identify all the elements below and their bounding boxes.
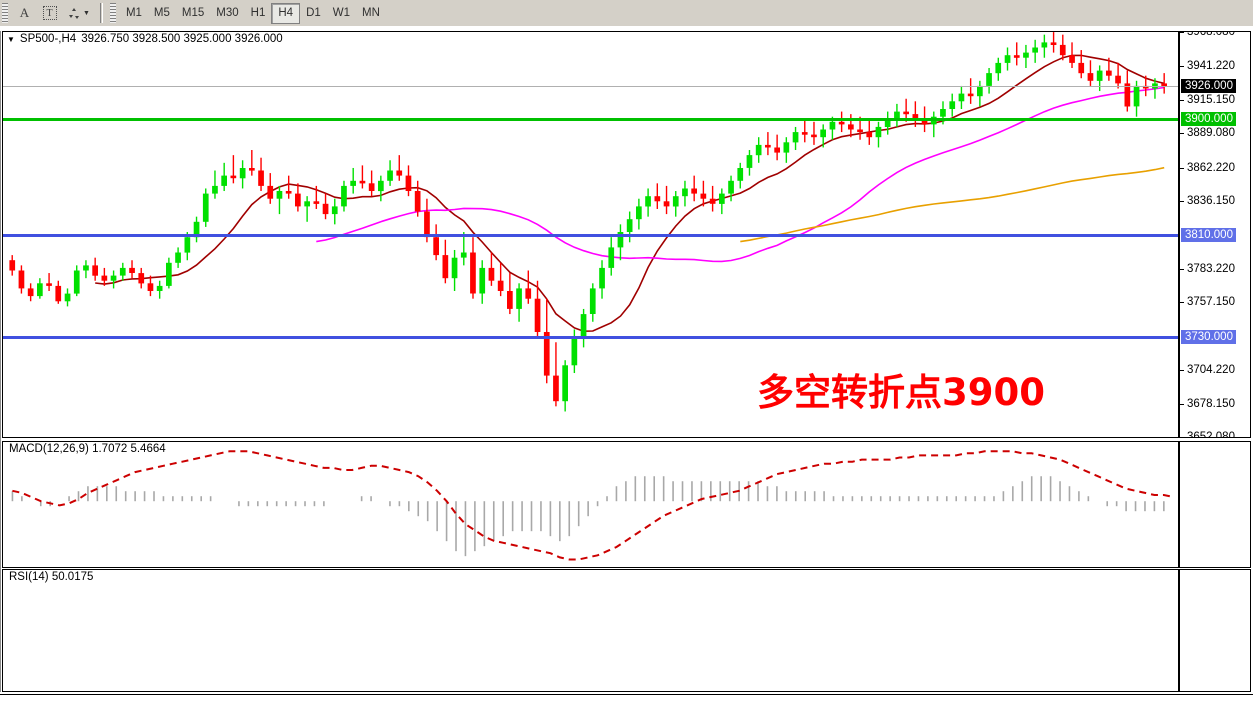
text-tool-label: A (19, 5, 30, 20)
macd-signal-line (12, 450, 1174, 561)
price-tick: 3678.150 (1180, 398, 1235, 410)
price-tick: 3862.220 (1180, 162, 1235, 174)
chart-annotation: 多空转折点3900 (757, 371, 1045, 414)
macd-axis[interactable] (1178, 442, 1250, 567)
rsi-plot-area[interactable] (3, 570, 1178, 691)
timeframe-m15[interactable]: M15 (181, 7, 205, 19)
level-line-3900 (3, 118, 1178, 122)
price-tick: 3941.220 (1180, 60, 1235, 72)
ma-line-1 (316, 86, 1165, 263)
candlestick-series (9, 32, 1167, 412)
level-chip-0: 3900.000 (1181, 112, 1236, 127)
price-tick: 3836.150 (1180, 195, 1235, 207)
macd-series (11, 450, 1174, 561)
current-price-line (3, 85, 1178, 87)
level-chip-1: 3810.000 (1181, 227, 1236, 242)
macd-panel[interactable]: MACD(12,26,9) 1.7072 5.4664 (2, 441, 1251, 568)
price-tick: 3915.150 (1180, 94, 1235, 106)
chart-left-edge (0, 31, 2, 692)
price-tick: 3652.080 (1180, 431, 1235, 437)
timeframe-grip[interactable] (109, 3, 116, 23)
timeframe-m1[interactable]: M1 (125, 7, 142, 19)
price-chart-panel[interactable]: ▼ SP500-,H4 3926.750 3928.500 3925.000 3… (2, 31, 1251, 438)
toolbar: A T ▼ M1 M5 M15 M30 H1 H4 D1 W1 MN (0, 0, 1253, 27)
price-tick: 3889.080 (1180, 127, 1235, 139)
macd-label: MACD(12,26,9) 1.7072 5.4664 (7, 443, 168, 455)
toolbar-grip[interactable] (2, 3, 8, 23)
timeframe-mn[interactable]: MN (362, 7, 380, 19)
toolbar-divider (99, 3, 103, 23)
timeframe-h1[interactable]: H1 (250, 7, 266, 19)
rsi-panel[interactable]: RSI(14) 50.0175 (2, 569, 1251, 692)
timeframe-h4[interactable]: H4 (271, 2, 301, 24)
shapes-dropdown-button[interactable]: ▼ (63, 2, 93, 25)
price-plot-area[interactable] (3, 32, 1178, 437)
level-line-3810 (3, 233, 1178, 237)
timeframe-d1[interactable]: D1 (306, 7, 321, 19)
text-box-icon: T (42, 6, 57, 20)
text-tool-button[interactable]: A (13, 2, 36, 25)
rsi-label: RSI(14) 50.0175 (7, 571, 96, 583)
chevron-down-icon: ▼ (83, 9, 90, 17)
text-box-tool-button[interactable]: T (38, 2, 61, 25)
price-tick: 3757.150 (1180, 296, 1235, 308)
ohlc-values: 3926.750 3928.500 3925.000 3926.000 (81, 33, 283, 45)
price-tick: 3783.220 (1180, 263, 1235, 275)
level-chip-2: 3730.000 (1181, 330, 1236, 345)
price-axis[interactable]: 3968.080 3941.220 3915.150 3889.080 3862.220… (1178, 32, 1250, 437)
rsi-axis[interactable] (1178, 570, 1250, 691)
price-tick: 3968.080 (1180, 32, 1235, 38)
price-tick: 3704.220 (1180, 364, 1235, 376)
level-line-3730 (3, 336, 1178, 340)
symbol-label: SP500-,H4 (19, 33, 77, 45)
timeframe-w1[interactable]: W1 (332, 7, 351, 19)
ma-line-0 (95, 54, 1165, 333)
collapse-icon[interactable]: ▼ (7, 34, 15, 44)
current-price-chip: 3926.000 (1181, 78, 1236, 93)
shapes-icon (69, 7, 79, 19)
ma-line-2 (740, 166, 1165, 243)
macd-plot-area[interactable] (3, 442, 1178, 567)
timeframe-m30[interactable]: M30 (216, 7, 239, 19)
time-axis[interactable] (0, 694, 1253, 716)
symbol-header: ▼ SP500-,H4 3926.750 3928.500 3925.000 3… (7, 33, 283, 45)
timeframe-m5[interactable]: M5 (153, 7, 170, 19)
